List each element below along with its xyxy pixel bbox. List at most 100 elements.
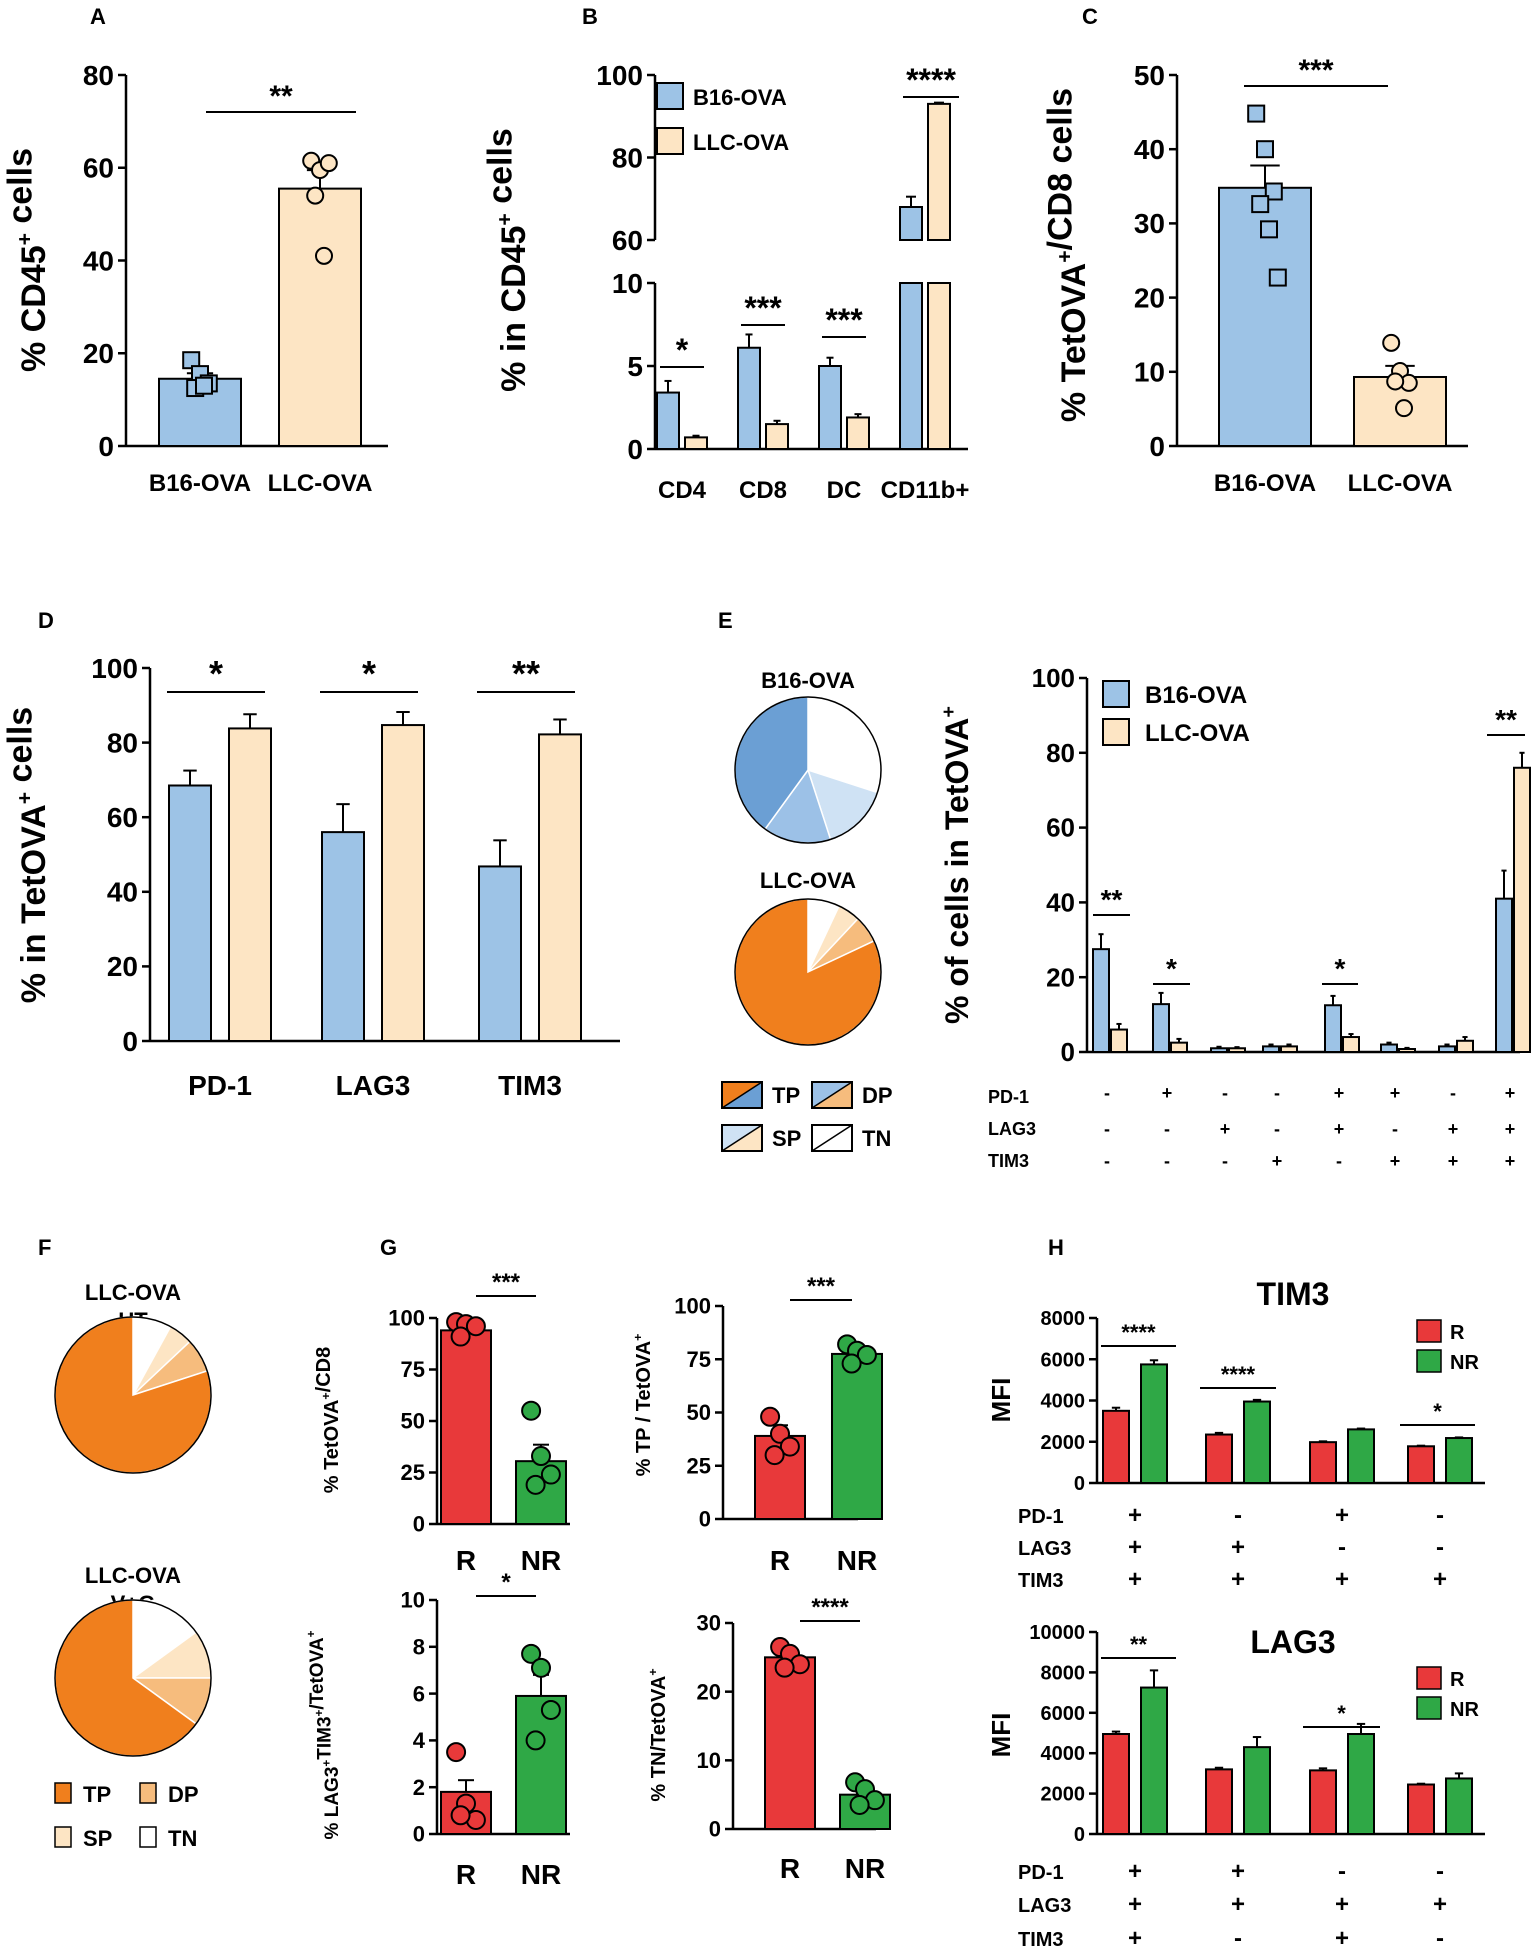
panel-b-tick-label: 60 [612,225,643,256]
panel-f-legend-label: SP [83,1826,112,1851]
panel-h2-tick-label: 6000 [1041,1703,1086,1725]
panel-e-bar [1513,766,1531,1053]
panel-h1: 02000400060008000TIM3MFI*********RNRPD-1… [986,1276,1485,1593]
panel-c-tick-label: 30 [1134,208,1165,239]
panel-h1-ylabel: MFI [986,1378,1016,1423]
panel-f-pie-title: LLC-OVA [85,1280,181,1305]
panel-a-tick-label: 20 [83,338,114,369]
panel-d-sig-label: * [209,653,223,694]
panel-g2-bar [831,1352,883,1521]
panel-h2-bar [1407,1783,1435,1836]
panel-d-tick-label: 40 [107,877,138,908]
panel-g3-point [521,1643,542,1664]
panel-f-legend-swatch [139,1782,157,1804]
panel-b-tick-label: 5 [627,351,643,382]
panel-g3-ylabel-sup: + [320,1760,333,1767]
panel-g2-tick-label: 25 [687,1453,711,1478]
panel-b-tick-label: 100 [596,60,643,91]
panel-c-point [1260,220,1278,239]
panel-g1-ylabel-part: % TetOVA [321,1400,343,1494]
panel-c-tick-label: 40 [1134,134,1165,165]
panel-e-legend-box [811,1081,853,1109]
panel-g1-bar [440,1329,492,1525]
panel-g2-category: R [770,1545,790,1576]
panel-h1-bar [1445,1437,1473,1484]
panel-b-sig-label: *** [744,290,782,326]
panel-f-pie-outline [54,1599,212,1757]
panel-b-bar [656,391,680,450]
panel-e-marker-sign: + [1220,1119,1231,1139]
panel-h1-marker-sign: + [1335,1502,1349,1529]
panel-e-legend-box [811,1124,853,1152]
panel-c-point [1395,399,1413,418]
panel-e-marker-sign: - [1450,1083,1456,1103]
panel-h1-tick-label: 6000 [1041,1349,1086,1371]
panel-g3-ylabel-sup: + [305,1630,318,1637]
panel-g1-tick-label: 100 [388,1306,425,1331]
panel-g3-category: NR [521,1859,561,1890]
panel-g3-point [450,1805,471,1826]
panel-a-ylabel-sup: + [13,233,36,245]
panel-h1-bar [1205,1433,1233,1484]
panel-h2-bar [1243,1746,1271,1836]
panel-h1-sig-label: **** [1221,1362,1256,1387]
panel-b-bar-lower [927,282,951,450]
panel-e-bar [1438,1045,1456,1054]
panel-h1-marker-sign: + [1335,1566,1349,1593]
panel-g1-point [450,1326,471,1347]
panel-f-legend-label: TN [168,1826,197,1851]
panel-h1-marker-sign: - [1436,1502,1444,1529]
panel-e-marker-sign: + [1390,1151,1401,1171]
panel-g1: 0 25 50 75 100 % TetOVA+/CD8 R NR *** [313,1269,570,1576]
panel-h2-legend-label: NR [1450,1699,1479,1721]
panel-h2-title: LAG3 [1250,1624,1335,1660]
panel-d-ylabel-part: cells [1,707,39,792]
panel-h1-bar [1347,1428,1375,1484]
panel-b-legend-label: LLC-OVA [693,130,789,155]
panel-e-pies: B16-OVA LLC-OVA TP DP SP TN [721,668,893,1152]
panel-e-bar [1228,1047,1246,1054]
panel-h2-bar [1445,1777,1473,1835]
panel-g4-category: R [780,1853,800,1884]
panel-d-tick-label: 0 [122,1026,138,1057]
panel-b-bar [765,423,789,451]
panel-g1-sig-label: *** [492,1269,521,1296]
panel-b: 0 5 10 60 80 100 % in CD45+ cells CD4 CD8 DC CD11b… [481,60,969,504]
panel-g1-tick-label: 25 [401,1460,425,1485]
panel-e-marker-sign: + [1334,1119,1345,1139]
panel-e-legend-swatch [1102,718,1130,746]
panel-e-legend-box [721,1081,763,1109]
panel-b-ylabel-sup: + [493,213,516,225]
panel-e-marker-sign: - [1392,1119,1398,1139]
panel-a-tick-label: 40 [83,245,114,276]
panel-h1-tick-label: 2000 [1041,1432,1086,1454]
panel-e-marker-sign: - [1104,1119,1110,1139]
panel-e-sig-label: ** [1101,884,1123,915]
panel-g3-point [531,1657,551,1678]
panel-h2-bar [1309,1769,1337,1835]
panel-h1-marker-sign: + [1231,1566,1245,1593]
panel-b-tick-label: 10 [612,268,643,299]
panel-b-category: CD8 [739,477,787,504]
panel-h1-legend-label: NR [1450,1352,1479,1374]
panel-g1-tick-label: 0 [413,1512,425,1537]
panel-h2-marker-sign: + [1433,1891,1447,1918]
panel-h2-legend-label: R [1450,1669,1465,1691]
panel-h1-bar [1309,1441,1337,1484]
panel-h2-bar [1140,1686,1168,1836]
panel-e-pie-outline [734,696,882,844]
panel-g1-ylabel-part: /CD8 [313,1347,335,1393]
panel-h2-ylabel: MFI [986,1713,1016,1758]
panel-g4-ylabel-sup: + [646,1668,660,1675]
panel-e-marker-sign: + [1505,1151,1516,1171]
panel-h1-bar [1140,1363,1168,1484]
panel-e-tick-label: 20 [1046,962,1075,992]
panel-a-tick-label: 60 [83,153,114,184]
panel-g3-ylabel-part: % LAG3 [322,1767,343,1840]
panel-b-ylabel-part: cells [481,128,519,213]
panel-a-category: LLC-OVA [268,470,373,497]
